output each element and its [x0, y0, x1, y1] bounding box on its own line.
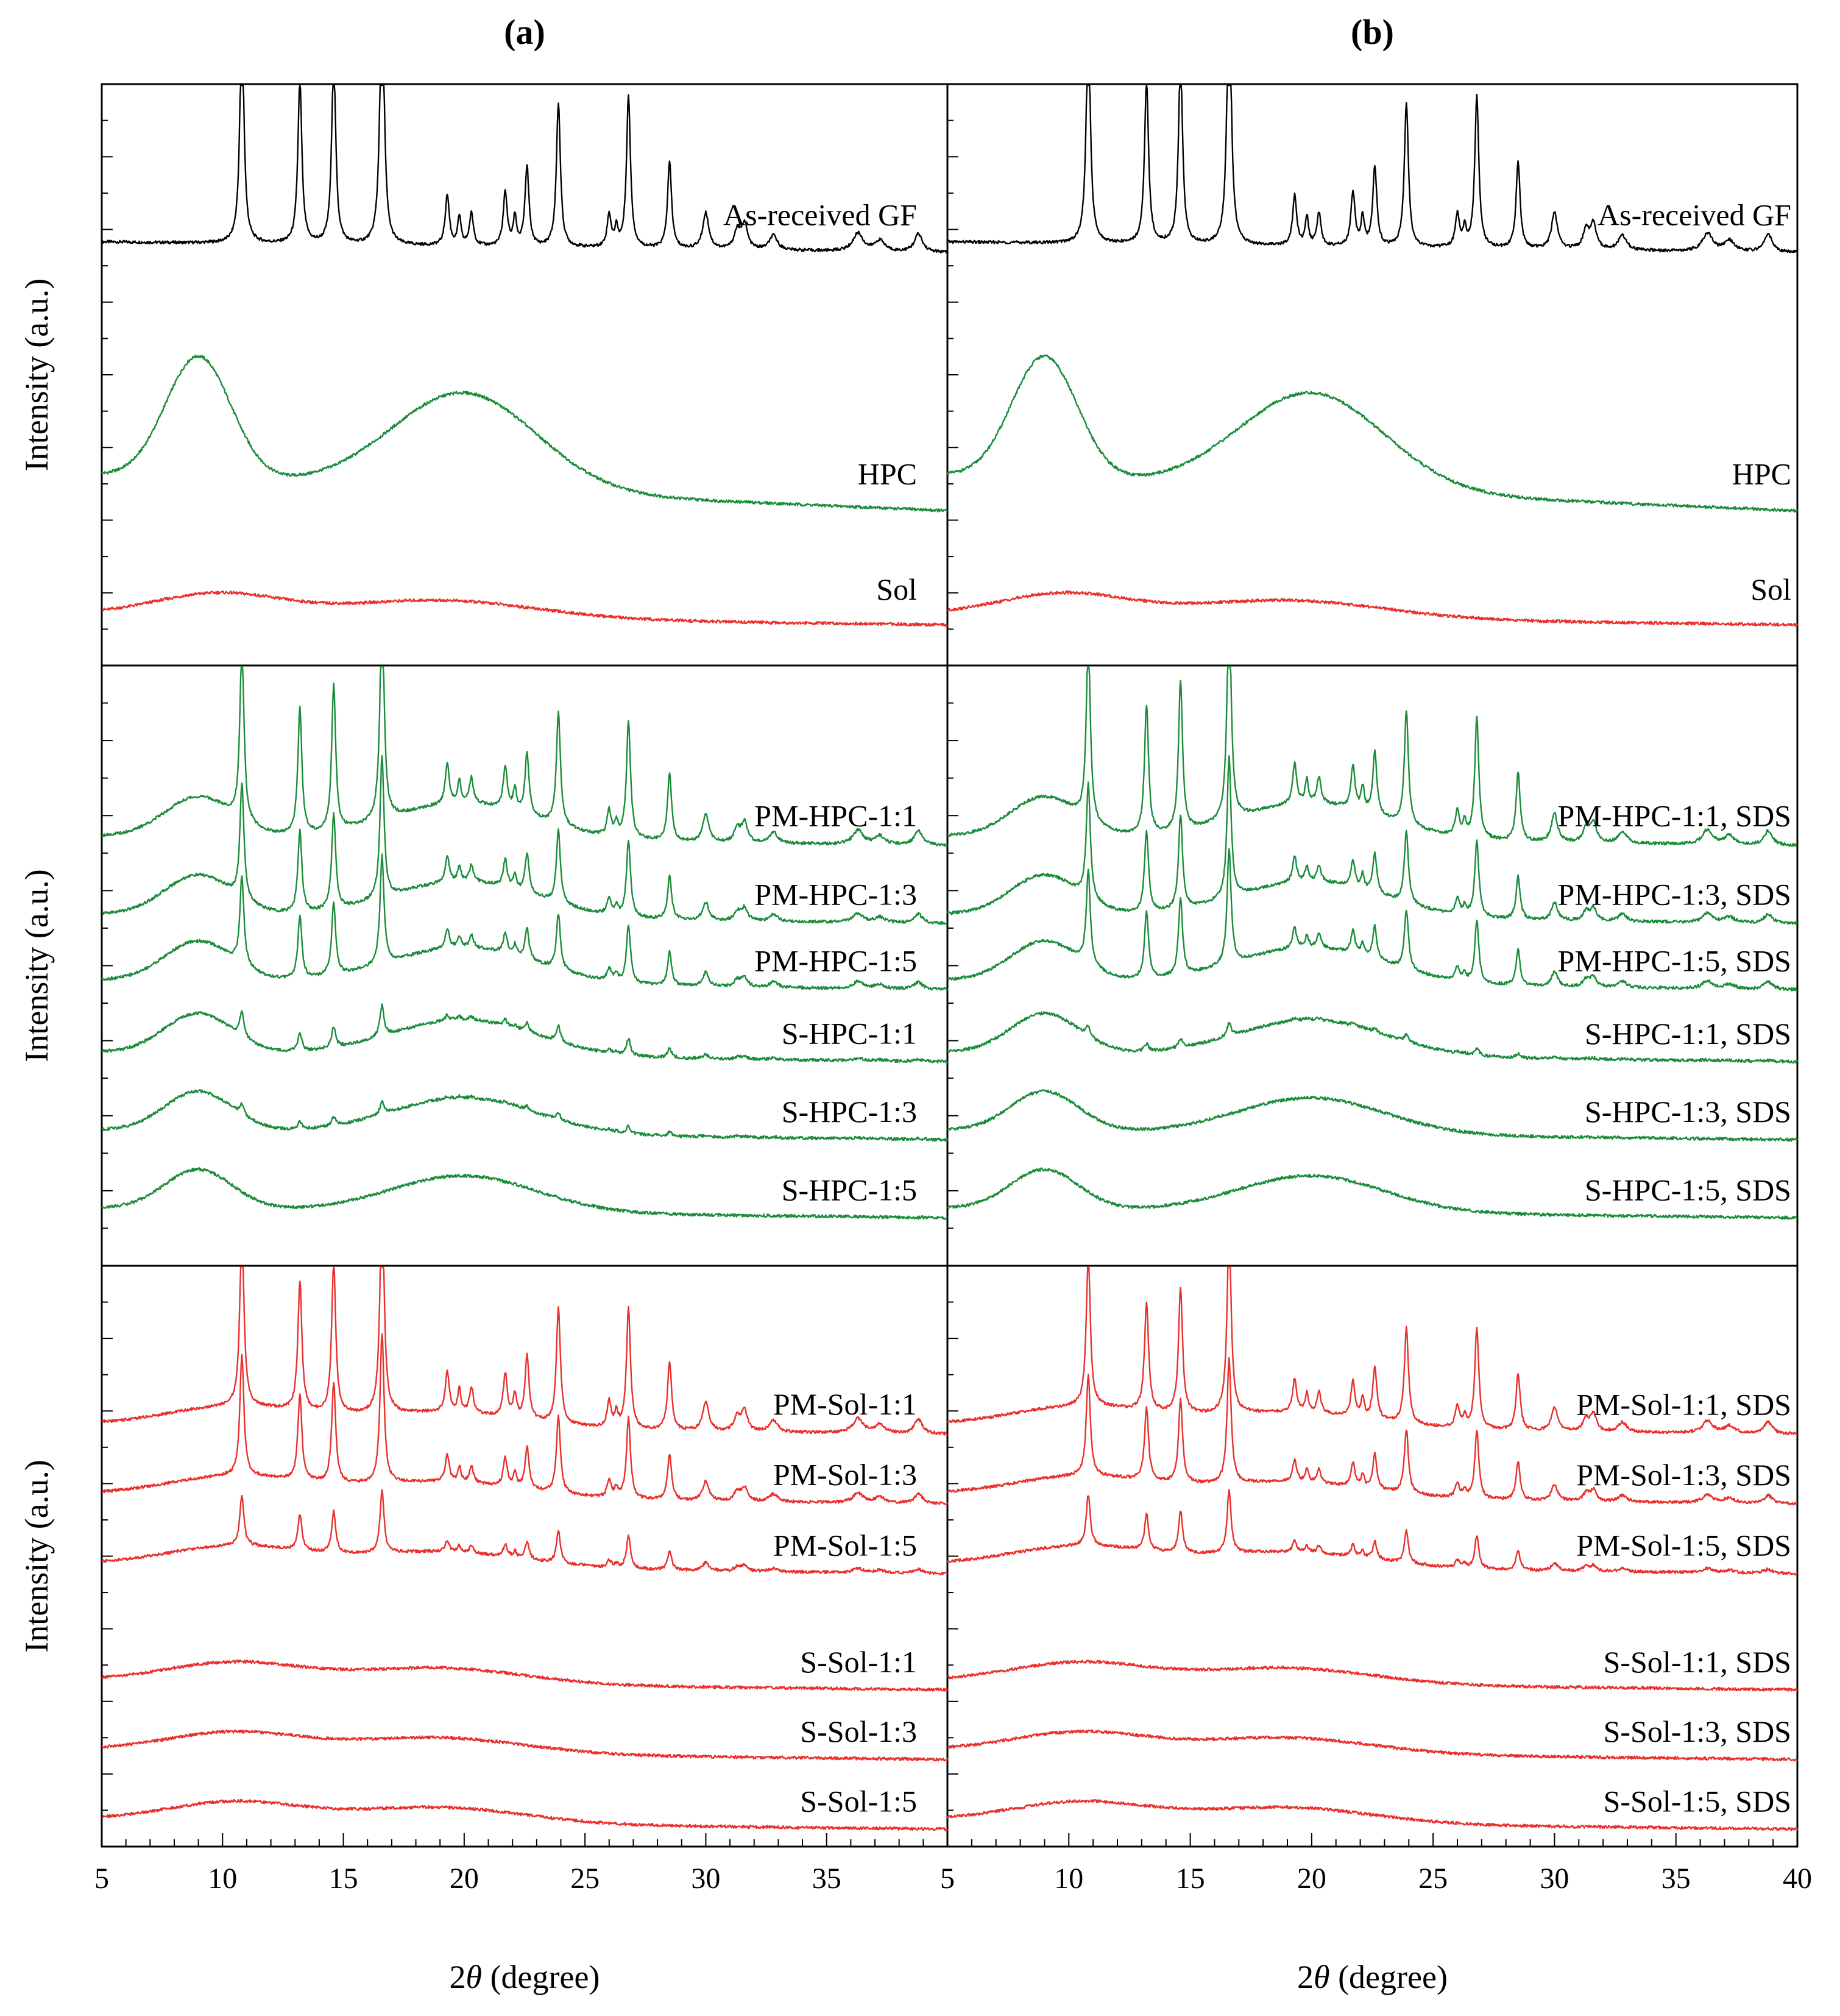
series-line-b-top-0 — [947, 84, 1798, 254]
series-label-b-bottom-0: PM-Sol-1:1, SDS — [1576, 1388, 1791, 1422]
series-line-b-middle-0 — [947, 665, 1798, 847]
series-label-a-bottom-4: S-Sol-1:3 — [800, 1714, 917, 1748]
panel-label-a: (a) — [504, 12, 545, 52]
x-tick-label: 15 — [329, 1862, 358, 1895]
x-tick-label: 35 — [812, 1862, 841, 1895]
series-line-b-middle-3 — [947, 1011, 1799, 1064]
series-label-b-middle-4: S-HPC-1:3, SDS — [1585, 1095, 1791, 1129]
series-line-a-middle-3 — [101, 1003, 949, 1063]
series-line-a-bottom-5 — [101, 1798, 949, 1831]
y-axis-title-middle: Intensity (a.u.) — [18, 869, 55, 1062]
series-label-a-bottom-5: S-Sol-1:5 — [800, 1784, 917, 1819]
y-axis-title-top: Intensity (a.u.) — [18, 279, 55, 471]
series-line-b-bottom-2 — [946, 1489, 1798, 1576]
x-axis-title-a: 2θ (degree) — [450, 1959, 600, 1995]
series-line-a-top-1 — [101, 354, 948, 513]
series-label-a-top-0: As-received GF — [723, 198, 917, 232]
series-label-a-top-1: HPC — [858, 457, 917, 491]
series-label-a-top-2: Sol — [876, 572, 917, 606]
series-label-a-bottom-2: PM-Sol-1:5 — [773, 1528, 917, 1562]
x-tick-label: 5 — [940, 1862, 955, 1895]
series-line-a-bottom-0 — [101, 1266, 948, 1436]
series-label-b-bottom-1: PM-Sol-1:3, SDS — [1576, 1458, 1791, 1492]
series-line-b-top-1 — [946, 354, 1799, 513]
series-line-a-top-0 — [101, 84, 948, 254]
series-label-a-middle-5: S-HPC-1:5 — [782, 1173, 917, 1207]
series-line-a-bottom-2 — [101, 1489, 948, 1576]
series-label-b-top-2: Sol — [1750, 572, 1791, 606]
x-tick-label: 40 — [1783, 1862, 1812, 1895]
y-axis-title-bottom: Intensity (a.u.) — [18, 1460, 55, 1652]
x-tick-label: 15 — [1176, 1862, 1205, 1895]
x-tick-label: 10 — [208, 1862, 237, 1895]
x-tick-label: 5 — [94, 1862, 109, 1895]
series-line-b-middle-2 — [947, 848, 1798, 992]
series-label-a-middle-4: S-HPC-1:3 — [782, 1095, 917, 1129]
series-line-a-middle-0 — [101, 665, 948, 847]
series-line-b-bottom-0 — [946, 1266, 1798, 1436]
x-tick-label: 30 — [1540, 1862, 1569, 1895]
series-label-a-middle-2: PM-HPC-1:5 — [754, 943, 917, 978]
series-label-b-top-1: HPC — [1732, 457, 1791, 491]
x-tick-label: 20 — [450, 1862, 479, 1895]
series-line-b-bottom-1 — [947, 1357, 1798, 1506]
series-label-a-middle-1: PM-HPC-1:3 — [754, 878, 917, 912]
series-line-a-bottom-3 — [101, 1659, 949, 1692]
series-label-b-bottom-2: PM-Sol-1:5, SDS — [1576, 1528, 1791, 1562]
series-line-a-middle-5 — [101, 1167, 948, 1220]
x-tick-label: 35 — [1661, 1862, 1691, 1895]
plot-frame-a-top — [101, 83, 949, 667]
series-line-a-bottom-1 — [101, 1333, 949, 1505]
series-label-b-bottom-3: S-Sol-1:1, SDS — [1604, 1645, 1791, 1679]
series-line-a-bottom-4 — [101, 1729, 949, 1762]
x-axis-title-b: 2θ (degree) — [1297, 1959, 1448, 1995]
series-label-a-middle-0: PM-HPC-1:1 — [754, 798, 917, 832]
series-line-b-top-2 — [947, 590, 1799, 627]
series-line-a-middle-2 — [101, 853, 949, 992]
series-label-b-middle-0: PM-HPC-1:1, SDS — [1558, 798, 1791, 832]
series-line-b-bottom-5 — [946, 1799, 1799, 1831]
series-line-a-top-2 — [101, 590, 948, 627]
series-line-b-middle-5 — [947, 1167, 1798, 1220]
panel-label-b: (b) — [1351, 12, 1394, 52]
x-tick-label: 10 — [1054, 1862, 1083, 1895]
x-tick-label: 25 — [1418, 1862, 1448, 1895]
series-line-b-middle-4 — [947, 1089, 1799, 1142]
series-label-b-top-0: As-received GF — [1598, 198, 1791, 232]
series-label-b-middle-2: PM-HPC-1:5, SDS — [1558, 943, 1791, 978]
series-line-a-middle-4 — [101, 1089, 949, 1142]
series-label-a-bottom-1: PM-Sol-1:3 — [773, 1458, 917, 1492]
x-tick-label: 20 — [1297, 1862, 1326, 1895]
series-label-b-middle-5: S-HPC-1:5, SDS — [1585, 1173, 1791, 1207]
series-line-a-middle-1 — [101, 755, 948, 926]
series-label-a-middle-3: S-HPC-1:1 — [782, 1017, 917, 1051]
series-label-b-bottom-4: S-Sol-1:3, SDS — [1604, 1714, 1791, 1748]
series-line-b-bottom-4 — [947, 1729, 1799, 1762]
x-tick-label: 25 — [570, 1862, 600, 1895]
series-label-b-middle-3: S-HPC-1:1, SDS — [1585, 1017, 1791, 1051]
x-tick-label: 30 — [691, 1862, 720, 1895]
plot-frame-b-top — [946, 83, 1799, 667]
series-line-b-middle-1 — [946, 755, 1798, 925]
series-label-a-bottom-3: S-Sol-1:1 — [800, 1645, 917, 1679]
series-line-b-bottom-3 — [947, 1659, 1799, 1692]
series-label-b-bottom-5: S-Sol-1:5, SDS — [1604, 1784, 1791, 1819]
series-label-b-middle-1: PM-HPC-1:3, SDS — [1558, 878, 1791, 912]
series-label-a-bottom-0: PM-Sol-1:1 — [773, 1387, 917, 1421]
